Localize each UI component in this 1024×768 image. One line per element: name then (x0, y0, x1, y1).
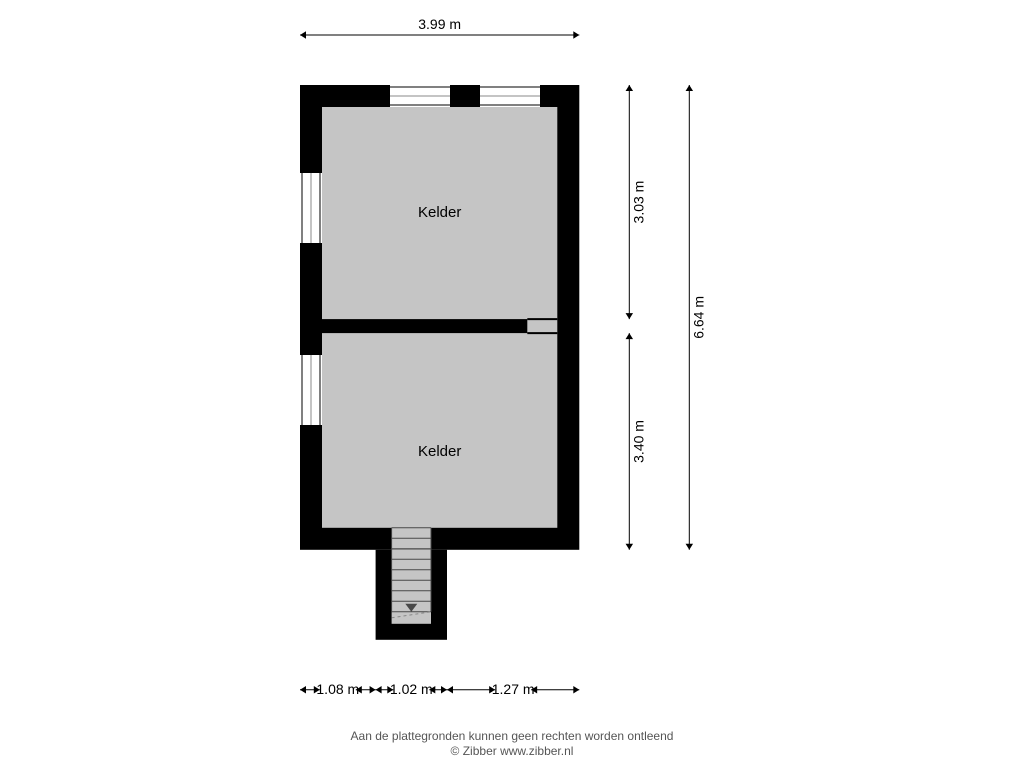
stairwell-fill (392, 550, 431, 624)
dim-bottom-left: 1.08 m (316, 681, 359, 697)
dim-bottom-right: 1.27 m (492, 681, 535, 697)
interior-wall (322, 319, 527, 333)
dim-right-full: 6.64 m (690, 296, 706, 339)
floorplan-diagram: Kelder Kelder 3.99 m 3.03 m 3.40 m 6.64 m 1.08… (0, 0, 1024, 768)
dim-bottom-mid: 1.02 m (390, 681, 433, 697)
room-label: Kelder (418, 443, 461, 460)
interior-fill (322, 107, 557, 528)
footer-copyright: © Zibber www.zibber.nl (451, 744, 574, 758)
dim-right-lower: 3.40 m (630, 420, 646, 463)
room-label: Kelder (418, 204, 461, 221)
footer-disclaimer: Aan de plattegronden kunnen geen rechten… (351, 729, 674, 743)
dim-top: 3.99 m (418, 16, 461, 32)
dim-right-upper: 3.03 m (630, 181, 646, 224)
